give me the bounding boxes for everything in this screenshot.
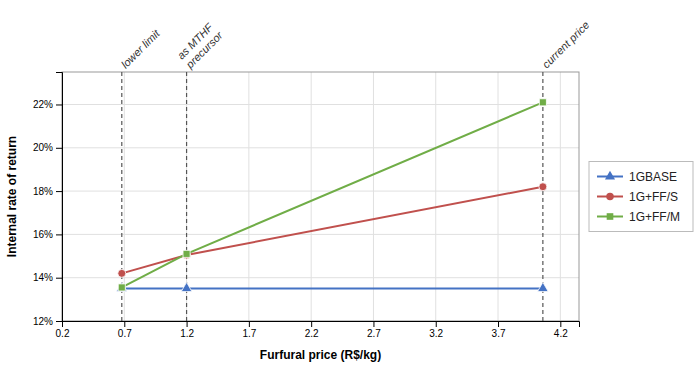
legend-item: 1G+FF/M [597,210,680,224]
series-line [122,102,543,287]
legend-box [589,162,693,232]
y-axis: 12% 14% 16% 18% 20% 22% [33,73,63,327]
y-tick-label: 14% [33,272,53,283]
x-tick: 2.2 [305,321,319,339]
marker [118,284,125,291]
marker [183,250,190,257]
grid-line [311,72,312,321]
x-tick-mark [436,321,437,327]
y-tick-mark [56,234,62,235]
y-axis-line [56,73,63,322]
y-tick: 14% [33,272,62,283]
grid-line [62,147,579,148]
legend-marker [606,193,613,200]
x-tick-mark [373,321,374,327]
y-tick-label: 12% [33,316,53,327]
x-tick-label: 3.7 [492,328,506,339]
x-axis: 0.2 0.7 1.2 1.7 2.2 2.7 3.2 3.7 4.2 [56,321,580,339]
y-tick-mark [56,148,62,149]
y-tick-label: 18% [33,186,53,197]
x-tick: 1.7 [242,321,256,339]
y-tick: 20% [33,142,62,153]
x-tick-label: 4.2 [554,328,568,339]
x-tick-label: 1.2 [180,328,194,339]
data [116,72,548,321]
x-tick-mark [249,321,250,327]
marker [181,282,192,291]
marker [118,269,126,277]
annotation: as MTHFprecursor [174,19,226,71]
plot-frame [62,72,579,321]
x-tick: 4.2 [554,321,568,339]
y-tick-mark [56,321,62,322]
x-tick: 0.2 [56,321,70,339]
x-tick: 0.7 [118,321,132,339]
x-tick-label: 3.2 [429,328,443,339]
y-axis-title: Internal rate of return [5,136,19,257]
y-tick: 18% [33,186,62,197]
x-tick-label: 0.2 [56,328,70,339]
y-tick-label: 22% [33,99,53,110]
grid-line [373,72,374,321]
grid-line [248,72,249,321]
x-tick: 3.7 [492,321,506,339]
marker [539,99,546,106]
y-tick-mark [56,278,62,279]
legend-label: 1G+FF/S [629,190,678,204]
grid-line [62,234,579,235]
x-tick-mark [124,321,125,327]
y-tick-mark [56,104,62,105]
grid [62,72,579,321]
x-tick-mark [560,321,561,327]
y-tick: 16% [33,229,62,240]
legend-marker [605,171,615,180]
x-tick: 2.7 [367,321,381,339]
plot: 0.2 0.7 1.2 1.7 2.2 2.7 3.2 3.7 4.2 12% 14% 16% 18% 2… [33,19,693,339]
x-tick-mark [498,321,499,327]
x-tick-label: 2.7 [367,328,381,339]
y-tick-mark [56,191,62,192]
legend-label: 1G+FF/M [629,210,680,224]
x-tick-label: 0.7 [118,328,132,339]
x-tick: 1.2 [180,321,194,339]
marker [537,282,548,291]
legend-item: 1G+FF/S [597,190,678,204]
marker [183,251,191,259]
x-axis-title: Furfural price (R$/kg) [260,348,381,362]
x-tick-label: 2.2 [305,328,319,339]
y-tick-label: 16% [33,229,53,240]
y-tick: 12% [33,316,62,327]
grid-line [62,191,579,192]
annotation: current price [540,19,592,71]
grid-line [62,104,579,105]
x-axis-line [63,322,580,328]
x-tick-label: 1.7 [242,328,256,339]
grid-line [435,72,436,321]
legend-item: 1GBASE [597,170,677,184]
grid-line [560,72,561,321]
annotation: lower limit [119,27,163,71]
marker [539,183,547,191]
chart: 0.2 0.7 1.2 1.7 2.2 2.7 3.2 3.7 4.2 12% 14% 16% 18% 2… [0,0,699,367]
x-tick: 3.2 [429,321,443,339]
x-tick-mark [187,321,188,327]
x-tick-mark [311,321,312,327]
legend-marker [607,213,614,220]
y-tick: 22% [33,99,62,110]
legend: 1GBASE 1G+FF/S 1G+FF/M [589,162,693,232]
marker [116,282,127,291]
series-line [122,187,543,274]
legend-label: 1GBASE [629,170,677,184]
grid-line [498,72,499,321]
y-tick-label: 20% [33,142,53,153]
